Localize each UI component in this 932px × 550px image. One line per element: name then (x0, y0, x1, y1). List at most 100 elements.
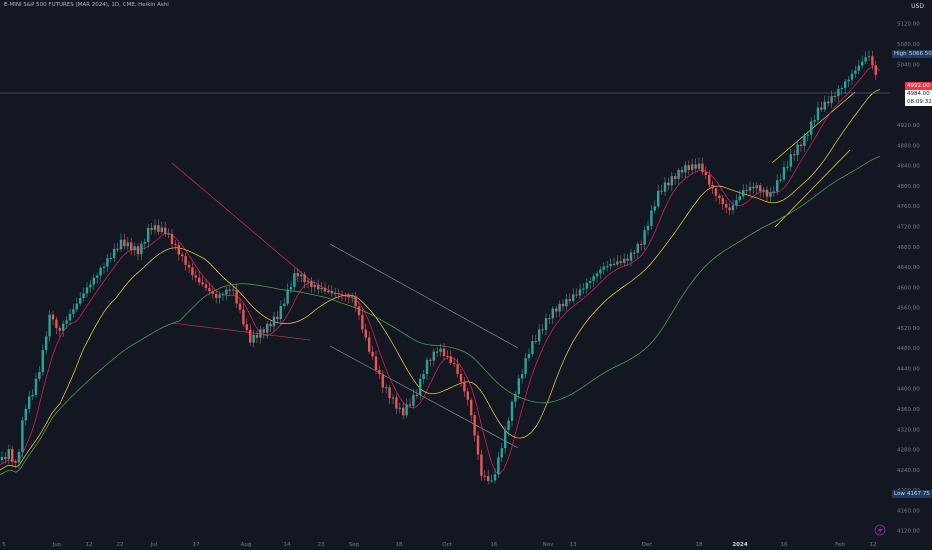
candle-body (177, 244, 180, 255)
candle-body (510, 401, 514, 421)
candle-body (7, 449, 10, 460)
candle-body (266, 323, 269, 333)
candle-body (439, 348, 442, 352)
trendline-red-lower (171, 322, 311, 341)
candle-body (184, 256, 187, 265)
candle-body (561, 303, 565, 307)
candle-body (164, 227, 167, 235)
candle-body (337, 293, 340, 295)
candle-body (616, 261, 619, 265)
candle-body (497, 457, 500, 475)
candle-body (181, 254, 184, 257)
currency-label[interactable]: USD (911, 3, 924, 10)
candle-body (765, 189, 769, 197)
candle-body (599, 269, 602, 274)
candle-body (330, 290, 333, 294)
candle-body (595, 273, 599, 277)
x-tick-label: 16 (781, 542, 788, 548)
candle-body (752, 186, 755, 189)
candle-body (425, 359, 429, 375)
candle-body (704, 172, 707, 175)
candle-body (463, 381, 466, 392)
candle-body (796, 144, 799, 156)
candle-body (442, 348, 446, 357)
candle-body (742, 190, 745, 197)
candle-body (72, 309, 75, 314)
x-axis: 5 Jun 12 22 Jul 17 Aug 14 23 Sep 18 Oct 16 Nov 13 Dec 18… (2, 542, 876, 548)
y-tick-label: 4720.00 (897, 225, 920, 231)
candle-body (113, 248, 116, 258)
candle-body (453, 362, 456, 365)
candle-body (684, 165, 687, 173)
candle-body (143, 241, 146, 244)
candle-body (701, 163, 704, 173)
candle-body (735, 200, 738, 206)
candle-body (21, 420, 24, 452)
candle-body (89, 284, 92, 288)
candle-body (837, 88, 840, 97)
candle-body (170, 233, 174, 245)
candle-body (45, 336, 48, 351)
candle-body (657, 190, 660, 207)
moving-averages (0, 66, 881, 476)
candle-body (109, 257, 112, 259)
x-tick-label: 14 (284, 542, 291, 548)
candle-body (340, 294, 344, 296)
y-tick-label: 4920.00 (897, 123, 920, 129)
candle-body (874, 65, 877, 75)
candle-body (667, 182, 670, 186)
x-tick-label: Oct (442, 542, 452, 548)
candle-body (381, 374, 384, 388)
candle-body (578, 289, 582, 296)
candle-body (531, 341, 534, 355)
candle-body (725, 204, 728, 208)
candle-body (412, 394, 415, 406)
candle-body (218, 294, 221, 298)
candle-body (565, 299, 568, 307)
candle-body (674, 176, 677, 179)
candle-body (759, 185, 762, 192)
candle-body (279, 305, 282, 320)
x-tick-label: 22 (117, 542, 124, 548)
y-tick-label: 4840.00 (897, 164, 920, 170)
candle-body (422, 374, 425, 379)
candle-body (776, 180, 779, 192)
candle-body (555, 308, 558, 312)
candle-body (34, 378, 38, 395)
candle-body (357, 306, 361, 316)
candle-body (432, 351, 435, 361)
trendline-red-upper (171, 162, 311, 281)
candle-body (840, 88, 843, 90)
candle-body (813, 120, 816, 122)
candle-body (514, 393, 517, 402)
candle-body (320, 287, 323, 290)
ma-slow-line (0, 155, 881, 476)
lightning-icon[interactable] (874, 524, 886, 536)
candle-body (317, 284, 320, 290)
candle-body (17, 451, 21, 463)
candle-body (844, 81, 847, 89)
candle-body (276, 316, 279, 320)
high-tag-value: 5066.50 (907, 50, 932, 58)
candle-body (102, 266, 106, 268)
x-tick-label: 17 (193, 542, 200, 548)
candle-body (558, 303, 561, 312)
candle-body (636, 243, 639, 253)
candle-body (395, 397, 398, 409)
candle-body (55, 319, 58, 329)
trendline-gray-upper (329, 243, 519, 349)
candle-body (323, 287, 327, 292)
candle-body (541, 329, 544, 331)
candle-body (157, 225, 160, 233)
candle-body (677, 169, 680, 179)
candle-body (126, 242, 129, 247)
candle-body (670, 176, 673, 186)
x-tick-label: Sep (349, 542, 360, 548)
candle-body (300, 274, 303, 277)
candle-body (204, 284, 208, 289)
candle-body (123, 239, 126, 247)
candles (0, 50, 877, 485)
y-tick-label: 4760.00 (897, 204, 920, 210)
candle-body (303, 274, 306, 283)
